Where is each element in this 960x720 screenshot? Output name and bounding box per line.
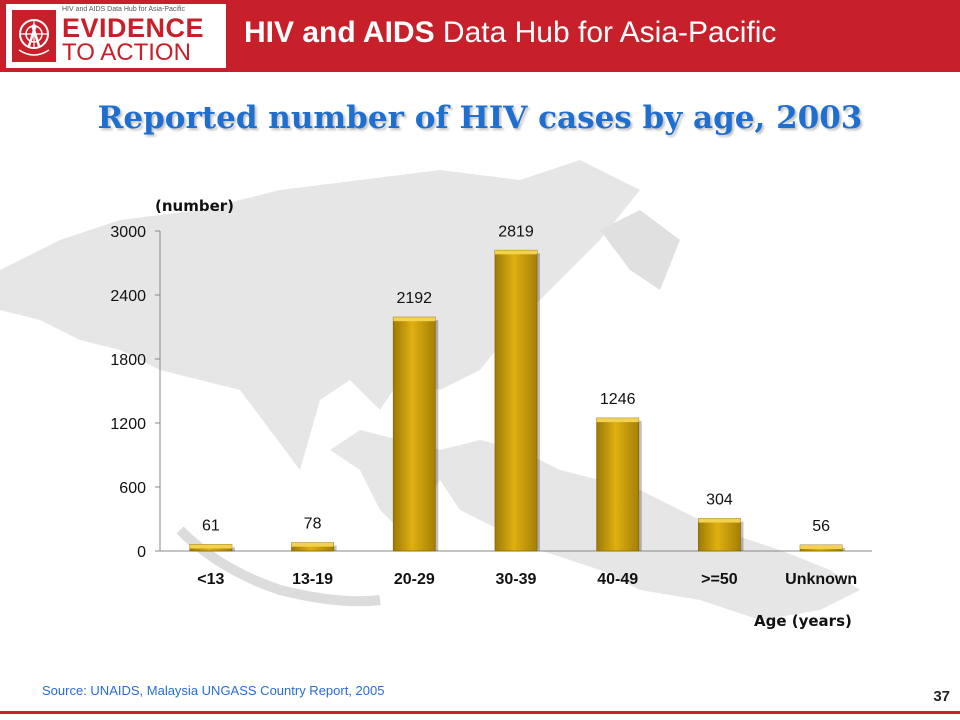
x-axis-label: Age (years) [754, 612, 852, 630]
logo-evidence-text: EVIDENCE [62, 13, 205, 43]
y-tick-label: 3000 [110, 224, 146, 241]
bar-top-highlight [393, 317, 436, 322]
data-label: 61 [202, 517, 220, 534]
x-tick-label: Unknown [785, 571, 857, 588]
y-tick-label: 0 [137, 544, 146, 561]
data-label: 2819 [498, 223, 534, 240]
bottom-divider [0, 711, 960, 714]
y-tick-label: 1200 [110, 416, 146, 433]
x-tick-label: 20-29 [394, 571, 435, 588]
chart-title: Reported number of HIV cases by age, 200… [97, 100, 863, 136]
bar-top-highlight [495, 250, 537, 255]
data-label: 78 [304, 516, 322, 533]
source-note: Source: UNAIDS, Malaysia UNGASS Country … [42, 683, 385, 698]
un-emblem-icon [12, 10, 56, 62]
bar [392, 316, 436, 552]
bar-top-highlight [800, 545, 843, 550]
header-title: HIV and AIDS Data Hub for Asia-Pacific [244, 16, 776, 50]
page-number: 37 [933, 688, 950, 705]
logo-to-action-text: TO ACTION [62, 39, 191, 66]
y-tick-label: 1800 [110, 352, 146, 369]
data-label: 56 [812, 518, 830, 535]
bar [698, 518, 741, 552]
header-bar: HIV and AIDS Data Hub for Asia-Pacific E… [0, 0, 960, 72]
logo-small-text: HIV and AIDS Data Hub for Asia-Pacific [62, 6, 185, 13]
bar-top-highlight [291, 542, 334, 547]
data-label: 1246 [600, 391, 636, 408]
x-tick-label: 30-39 [496, 571, 537, 588]
bar-top-highlight [596, 418, 639, 423]
evidence-to-action-logo: HIV and AIDS Data Hub for Asia-Pacific E… [6, 4, 226, 68]
x-tick-label: 13-19 [292, 571, 333, 588]
x-tick-label: <13 [197, 571, 224, 588]
bar [596, 417, 640, 552]
data-label: 304 [706, 492, 733, 509]
bar-top-highlight [698, 518, 741, 523]
header-title-bold: HIV and AIDS [244, 16, 435, 49]
bar [494, 249, 538, 552]
bar-top-highlight [189, 544, 232, 549]
y-tick-label: 2400 [110, 288, 146, 305]
x-tick-label: >=50 [701, 571, 738, 588]
y-tick-label: 600 [119, 480, 146, 497]
header-title-rest: Data Hub for Asia-Pacific [434, 16, 777, 49]
y-axis-label: (number) [155, 197, 234, 215]
data-label: 2192 [396, 290, 432, 307]
x-tick-label: 40-49 [597, 571, 638, 588]
